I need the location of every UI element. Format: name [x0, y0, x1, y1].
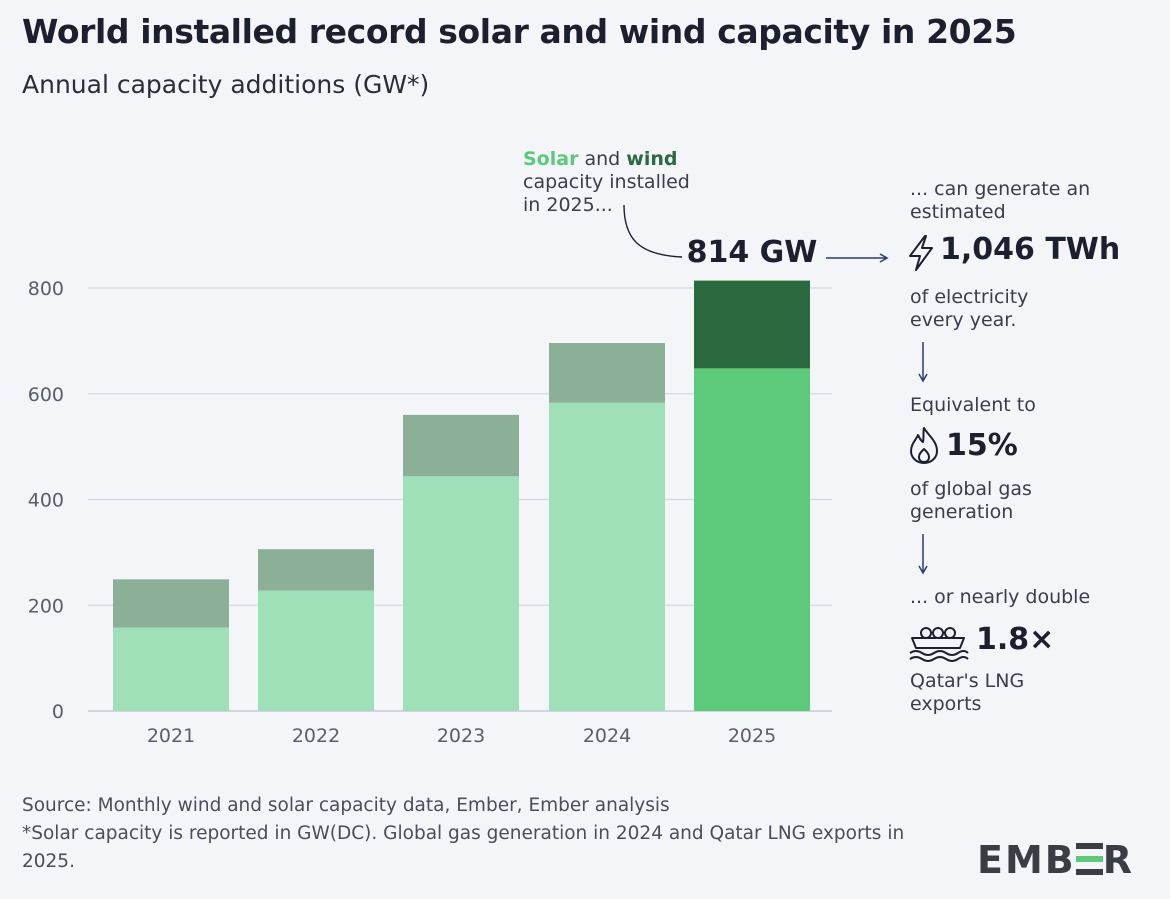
x-tick-label: 2023 — [437, 725, 485, 747]
generate-text: ... can generate an estimated — [910, 178, 1090, 224]
generate-line1: ... can generate an — [910, 178, 1091, 200]
logo-text-right: R — [1102, 838, 1135, 882]
electricity-line2: every year. — [910, 309, 1017, 331]
bar-solar-2025 — [694, 368, 810, 711]
gas-line1: of global gas — [910, 478, 1032, 500]
bar-wind-2022 — [258, 549, 374, 591]
arrow-to-twh — [826, 253, 889, 263]
generate-line2: estimated — [910, 201, 1006, 223]
lightning-icon — [909, 235, 933, 271]
double-text: ... or nearly double — [910, 586, 1091, 608]
footer: Source: Monthly wind and solar capacity … — [22, 792, 922, 876]
electricity-text: of electricity every year. — [910, 286, 1028, 332]
flame-icon — [910, 427, 938, 464]
y-tick-label: 400 — [28, 490, 64, 512]
solar-word: Solar — [523, 148, 579, 170]
bar-solar-2023 — [403, 476, 519, 711]
and-word: and — [584, 148, 621, 170]
lng-multiple-value: 1.8× — [976, 622, 1055, 657]
y-tick-label: 600 — [28, 384, 64, 406]
annotation-line1: Solar and wind — [523, 148, 690, 171]
annotation-block: Solar and wind capacity installed in 202… — [523, 148, 690, 217]
footnote-text: *Solar capacity is reported in GW(DC). G… — [22, 823, 905, 872]
gas-text: of global gas generation — [910, 478, 1032, 524]
bar-wind-2025 — [694, 280, 810, 369]
twh-value: 1,046 TWh — [940, 232, 1121, 267]
gas-percent-value: 15% — [946, 428, 1018, 463]
bar-wind-2023 — [403, 414, 519, 477]
bar-wind-2021 — [113, 579, 229, 628]
total-2025-label: 814 GW — [687, 235, 818, 270]
electricity-line1: of electricity — [910, 286, 1029, 308]
arrow-to-gas — [918, 342, 928, 383]
chart-subtitle: Annual capacity additions (GW*) — [22, 70, 430, 99]
x-tick-label: 2021 — [147, 725, 195, 747]
x-tick-label: 2025 — [728, 725, 776, 747]
arrow-to-lng — [918, 534, 928, 575]
annotation-line3: in 2025... — [523, 194, 613, 216]
x-tick-label: 2024 — [583, 725, 631, 747]
wind-word: wind — [626, 148, 678, 170]
bar-wind-2024 — [549, 342, 665, 403]
gas-line2: generation — [910, 501, 1014, 523]
bar-solar-2021 — [113, 627, 229, 711]
chart-title: World installed record solar and wind ca… — [22, 12, 1017, 51]
equivalent-text: Equivalent to — [910, 394, 1036, 416]
source-text: Source: Monthly wind and solar capacity … — [22, 795, 670, 816]
lng-text: Qatar's LNG exports — [910, 670, 1024, 716]
bar-solar-2024 — [549, 402, 665, 711]
annotation-curve — [623, 204, 683, 258]
y-tick-label: 800 — [28, 278, 64, 300]
logo-text-left: EMB — [977, 838, 1076, 882]
bar-solar-2022 — [258, 590, 374, 711]
logo-e-mark — [1075, 843, 1103, 875]
y-tick-label: 0 — [52, 701, 64, 723]
lng-line2: exports — [910, 693, 982, 715]
lng-ship-icon — [909, 627, 969, 662]
x-tick-label: 2022 — [292, 725, 340, 747]
annotation-line2: capacity installed — [523, 171, 690, 193]
lng-line1: Qatar's LNG — [910, 670, 1025, 692]
ember-logo: EMB R — [977, 838, 1134, 882]
y-tick-label: 200 — [28, 595, 64, 617]
